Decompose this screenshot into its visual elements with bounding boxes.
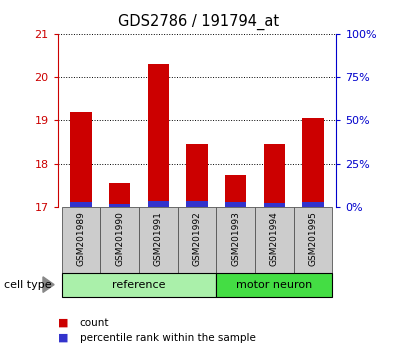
Bar bbox=[264, 144, 285, 207]
Text: count: count bbox=[80, 318, 109, 328]
Text: cell type: cell type bbox=[4, 280, 52, 290]
Bar bbox=[100, 207, 139, 273]
Bar bbox=[255, 207, 294, 273]
Text: percentile rank within the sample: percentile rank within the sample bbox=[80, 333, 256, 343]
Bar bbox=[109, 204, 130, 207]
Text: reference: reference bbox=[112, 280, 166, 290]
Text: GDS2786 / 191794_at: GDS2786 / 191794_at bbox=[119, 13, 279, 30]
Bar bbox=[225, 202, 246, 207]
Bar bbox=[302, 118, 324, 207]
Bar bbox=[217, 273, 332, 297]
Bar bbox=[148, 201, 169, 207]
Text: ■: ■ bbox=[58, 333, 68, 343]
Text: GSM201993: GSM201993 bbox=[231, 211, 240, 266]
Bar bbox=[186, 201, 208, 207]
Text: motor neuron: motor neuron bbox=[236, 280, 312, 290]
Bar bbox=[264, 203, 285, 207]
Bar bbox=[70, 112, 92, 207]
Text: GSM201990: GSM201990 bbox=[115, 211, 124, 266]
Bar bbox=[294, 207, 332, 273]
Bar bbox=[148, 64, 169, 207]
Bar bbox=[302, 202, 324, 207]
Bar bbox=[62, 273, 217, 297]
Text: GSM201992: GSM201992 bbox=[193, 211, 201, 266]
Bar bbox=[178, 207, 217, 273]
Text: GSM201991: GSM201991 bbox=[154, 211, 163, 266]
Bar bbox=[186, 144, 208, 207]
Text: ■: ■ bbox=[58, 318, 68, 328]
Text: GSM201989: GSM201989 bbox=[76, 211, 86, 266]
Bar bbox=[62, 207, 100, 273]
Text: GSM201995: GSM201995 bbox=[308, 211, 318, 266]
Bar bbox=[225, 175, 246, 207]
Bar bbox=[217, 207, 255, 273]
Text: GSM201994: GSM201994 bbox=[270, 211, 279, 266]
Bar bbox=[70, 202, 92, 207]
Bar bbox=[109, 183, 130, 207]
Bar bbox=[139, 207, 178, 273]
